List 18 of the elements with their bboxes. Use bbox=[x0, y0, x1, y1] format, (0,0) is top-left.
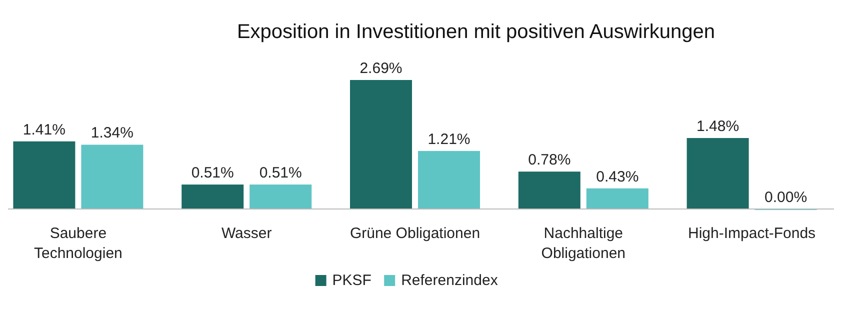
data-label: 1.34% bbox=[90, 124, 134, 142]
data-label: 0.51% bbox=[191, 164, 234, 182]
x-tick-label: High-Impact-Fonds bbox=[688, 225, 816, 242]
data-label: 0.51% bbox=[259, 164, 302, 182]
data-label: 1.21% bbox=[428, 130, 470, 148]
data-label: 0.43% bbox=[596, 168, 639, 186]
data-label: 0.00% bbox=[764, 189, 808, 206]
legend-label: Referenzindex bbox=[401, 272, 498, 289]
data-label: 1.48% bbox=[696, 118, 740, 136]
data-label: 0.78% bbox=[528, 152, 571, 169]
legend-label: PKSF bbox=[332, 272, 372, 289]
x-tick-label: Grüne Obligationen bbox=[350, 225, 480, 242]
x-tick-label: Saubere Technologien bbox=[34, 225, 122, 262]
x-tick-label: Wasser bbox=[221, 225, 272, 242]
chart-title: Exposition in Investitionen mit positiven Auswirkungen bbox=[236, 21, 716, 43]
data-label: 1.41% bbox=[22, 121, 66, 138]
data-label: 2.69% bbox=[360, 60, 402, 77]
x-tick-label: Nachhaltige Obligationen bbox=[541, 225, 626, 262]
